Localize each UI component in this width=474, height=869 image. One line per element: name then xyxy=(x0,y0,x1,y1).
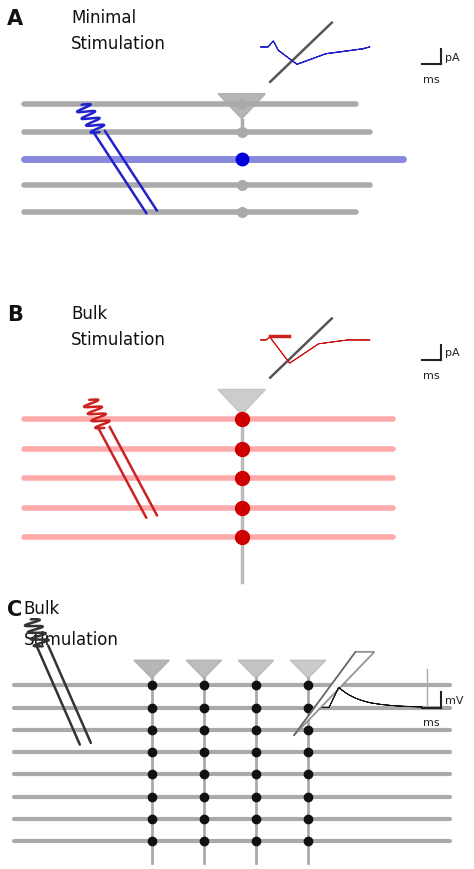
Polygon shape xyxy=(218,95,265,120)
Text: mV: mV xyxy=(445,695,463,705)
Text: Minimal: Minimal xyxy=(71,9,136,27)
Polygon shape xyxy=(186,660,222,679)
Polygon shape xyxy=(294,652,374,735)
Text: Bulk: Bulk xyxy=(71,304,107,322)
Text: pA: pA xyxy=(445,348,459,358)
Text: Stimulation: Stimulation xyxy=(24,630,119,647)
Polygon shape xyxy=(290,660,326,679)
Text: ms: ms xyxy=(423,371,440,381)
Text: pA: pA xyxy=(445,53,459,63)
Text: ms: ms xyxy=(423,718,440,727)
Text: B: B xyxy=(7,304,23,324)
Text: Stimulation: Stimulation xyxy=(71,36,166,53)
Polygon shape xyxy=(238,660,274,679)
Polygon shape xyxy=(218,390,265,415)
Text: C: C xyxy=(7,600,22,620)
Polygon shape xyxy=(134,660,170,679)
Text: ms: ms xyxy=(423,76,440,85)
Text: Bulk: Bulk xyxy=(24,600,60,617)
Text: Stimulation: Stimulation xyxy=(71,331,166,348)
Text: A: A xyxy=(7,9,23,29)
